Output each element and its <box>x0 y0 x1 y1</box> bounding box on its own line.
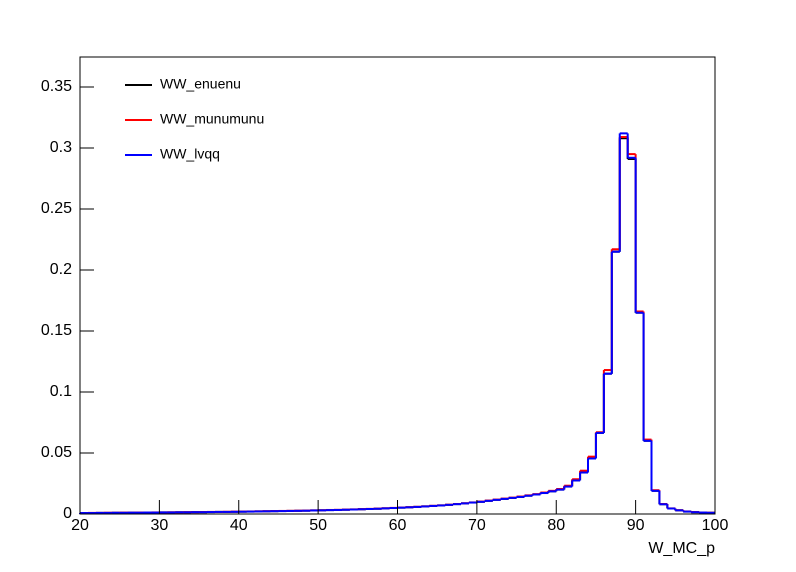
legend-label: WW_munumunu <box>160 111 264 127</box>
legend-label: WW_lvqq <box>160 146 220 162</box>
x-tick-label: 60 <box>389 517 407 534</box>
x-axis-label: W_MC_p <box>648 540 715 557</box>
legend-label: WW_enuenu <box>160 76 241 92</box>
y-tick-label: 0.15 <box>41 322 72 339</box>
x-tick-label: 100 <box>702 517 729 534</box>
y-tick-label: 0 <box>63 505 72 522</box>
y-tick-label: 0.1 <box>50 383 72 400</box>
y-tick-label: 0.35 <box>41 78 72 95</box>
y-tick-label: 0.2 <box>50 261 72 278</box>
plot <box>79 132 715 515</box>
x-tick-label: 80 <box>547 517 565 534</box>
y-tick-label: 0.25 <box>41 200 72 217</box>
x-tick-label: 70 <box>468 517 486 534</box>
x-tick-label: 40 <box>230 517 248 534</box>
x-tick-label: 30 <box>150 517 168 534</box>
x-tick-label: 50 <box>309 517 327 534</box>
x-tick-label: 90 <box>627 517 645 534</box>
y-tick-label: 0.3 <box>50 139 72 156</box>
y-tick-label: 0.05 <box>41 444 72 461</box>
x-tick-label: 20 <box>71 517 89 534</box>
